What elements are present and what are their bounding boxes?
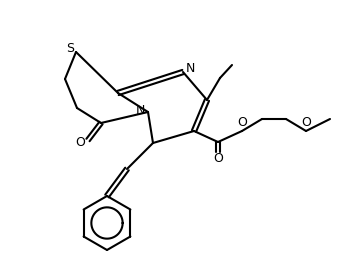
Text: N: N	[136, 104, 145, 116]
Text: O: O	[213, 153, 223, 165]
Text: O: O	[301, 116, 311, 129]
Text: S: S	[66, 42, 74, 55]
Text: O: O	[75, 135, 85, 149]
Text: N: N	[186, 63, 195, 76]
Text: O: O	[237, 116, 247, 129]
